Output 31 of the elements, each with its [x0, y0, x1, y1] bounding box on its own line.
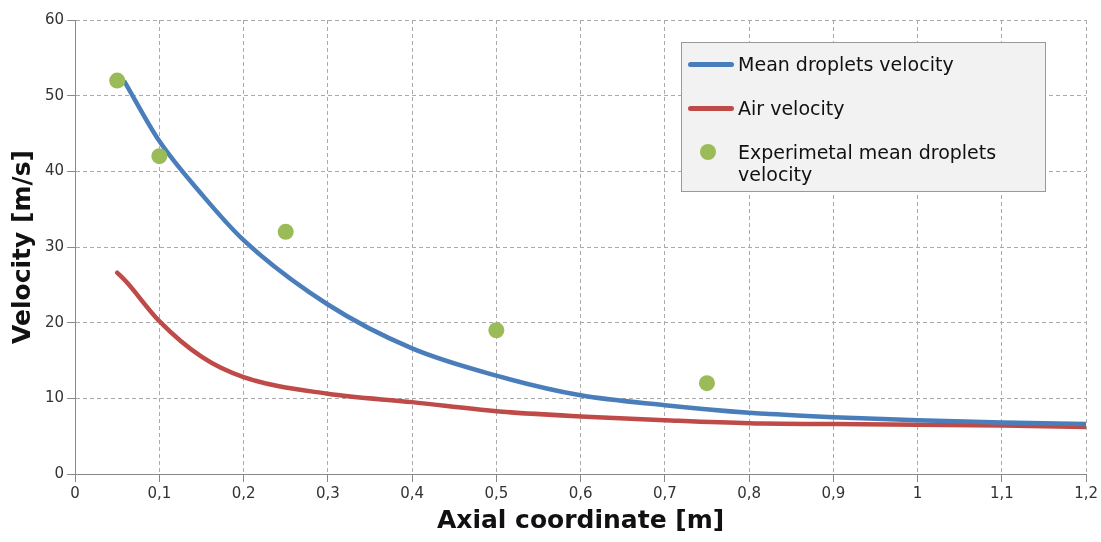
x-tick-label: 1,1	[989, 483, 1014, 502]
x-tick-label: 0,9	[821, 483, 846, 502]
x-axis-title: Axial coordinate [m]	[436, 504, 725, 534]
point	[698, 375, 715, 392]
point	[277, 223, 294, 240]
x-tick-label: 1	[912, 483, 923, 502]
x-tick-label: 0,3	[315, 483, 340, 502]
y-tick-label: 10	[44, 388, 65, 407]
y-tick-label: 60	[44, 9, 65, 28]
x-tick-label: 0,2	[231, 483, 256, 502]
point	[151, 148, 168, 165]
legend-label: Mean droplets velocity	[738, 53, 954, 75]
x-tick-label: 0,8	[737, 483, 762, 502]
y-tick-label: 40	[44, 161, 65, 180]
y-tick-label: 20	[44, 312, 65, 331]
legend-label: Experimetal mean droplets velocity	[738, 141, 998, 185]
x-tick-label: 1,2	[1074, 483, 1098, 502]
legend-label: Air velocity	[738, 97, 845, 119]
point	[488, 322, 505, 339]
y-tick-label: 50	[44, 85, 65, 104]
y-axis-title: Velocity [m/s]	[6, 150, 36, 344]
x-tick-label: 0,7	[652, 483, 677, 502]
x-tick-label: 0,6	[568, 483, 593, 502]
x-tick-label: 0	[70, 483, 80, 502]
point	[109, 72, 126, 89]
y-tick-label: 0	[54, 463, 65, 482]
line-series	[114, 270, 1087, 430]
x-tick-label: 0,1	[147, 483, 172, 502]
x-tick-label: 0,4	[400, 483, 425, 502]
y-tick-label: 30	[44, 236, 65, 255]
x-tick-label: 0,5	[484, 483, 509, 502]
